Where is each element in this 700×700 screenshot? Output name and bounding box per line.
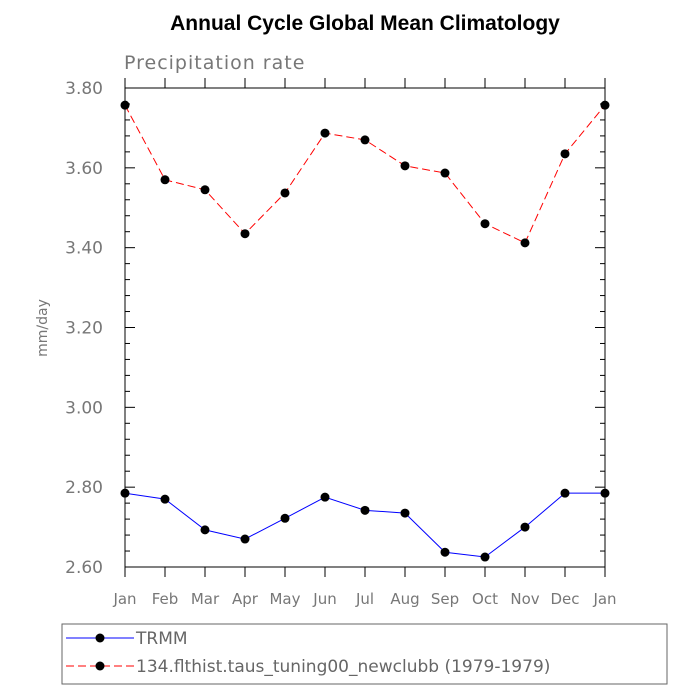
chart-title: Annual Cycle Global Mean Climatology (170, 12, 560, 35)
data-point (280, 188, 290, 198)
x-tick-label: Dec (550, 590, 579, 608)
x-tick-label: Aug (390, 590, 419, 608)
axis-ticks: 2.60 2.80 3.00 3.20 3.40 3.60 3.80 Jan Feb Mar Apr… (65, 78, 617, 608)
x-tick-label: Jun (312, 590, 336, 608)
data-point (480, 219, 490, 229)
y-tick-label: 2.60 (65, 558, 103, 578)
x-tick-label: Sep (431, 590, 459, 608)
data-point (360, 505, 370, 515)
y-tick-label: 3.00 (65, 398, 103, 418)
y-tick-label: 3.80 (65, 79, 103, 99)
x-tick-label: Apr (232, 590, 259, 608)
data-point (560, 488, 570, 498)
data-point (280, 513, 290, 523)
chart-subtitle: Precipitation rate (124, 52, 305, 74)
legend-label-model: 134.flthist.taus_tuning00_newclubb (1979… (136, 657, 550, 677)
x-tick-label: Nov (510, 590, 539, 608)
legend-marker-trmm (95, 633, 105, 643)
data-point (520, 238, 530, 248)
data-point (320, 492, 330, 502)
y-tick-label: 3.40 (65, 239, 103, 259)
legend-label-trmm: TRMM (135, 629, 188, 649)
data-point (560, 149, 570, 159)
series-1 (120, 100, 610, 248)
data-point (520, 522, 530, 532)
data-point (400, 508, 410, 518)
y-tick-label: 2.80 (65, 478, 103, 498)
data-point (200, 185, 210, 195)
y-tick-label: 3.20 (65, 319, 103, 339)
x-tick-label: Feb (152, 590, 179, 608)
data-point (240, 534, 250, 544)
data-point (400, 161, 410, 171)
y-axis-label: mm/day (35, 299, 51, 357)
legend-box (61, 623, 668, 685)
data-point (320, 128, 330, 138)
data-point (440, 168, 450, 178)
y-tick-label: 3.60 (65, 159, 103, 179)
x-tick-label: Jan (592, 590, 616, 608)
series-0 (120, 488, 610, 562)
legend: TRMM 134.flthist.taus_tuning00_newclubb … (61, 623, 668, 685)
data-point (440, 547, 450, 557)
x-tick-label: Mar (191, 590, 220, 608)
data-point (160, 175, 170, 185)
x-tick-label: Oct (472, 590, 498, 608)
series-line (124, 492, 605, 558)
data-point (240, 229, 250, 239)
data-point (360, 135, 370, 145)
data-point (160, 494, 170, 504)
plot-frame (124, 87, 606, 568)
x-tick-label: Jul (355, 590, 374, 608)
series-line (124, 104, 606, 244)
data-point (480, 552, 490, 562)
legend-marker-model (95, 661, 105, 671)
x-tick-label: Jan (112, 590, 136, 608)
x-tick-label: May (269, 590, 300, 608)
series-layer (120, 100, 610, 562)
data-point (200, 525, 210, 535)
